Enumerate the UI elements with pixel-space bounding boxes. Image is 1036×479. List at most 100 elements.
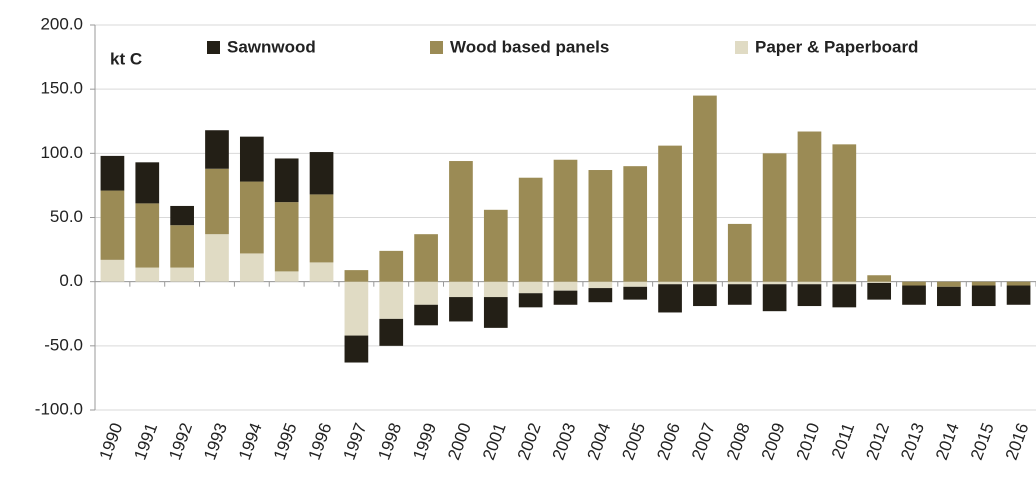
x-tick-label: 2004 [584,420,615,462]
bar-segment [518,281,543,294]
x-tick-label: 2011 [828,420,858,461]
bar-segment [1006,281,1031,286]
bar-segment [379,250,404,282]
legend-label: Paper & Paperboard [755,37,918,56]
bar-segment [344,281,369,336]
bar-segment [414,281,438,305]
bar-segment [449,161,473,282]
bar-segment [274,158,299,203]
y-tick-label: -100.0 [35,399,83,418]
bar-segment [971,281,996,286]
bar-segment [623,286,648,300]
bar-segment [414,304,438,326]
x-tick-label: 2014 [932,420,963,462]
bar-segment [414,234,438,282]
bar-segment [344,335,369,363]
bar-segment [483,209,508,282]
legend-swatch [430,41,443,54]
bar-segment [449,297,473,322]
x-tick-label: 2008 [723,420,754,462]
bar-segment [135,162,160,204]
bar-segment [832,144,857,282]
bar-segment [588,288,613,303]
y-tick-label: 200.0 [40,14,83,33]
legend-label: Wood based panels [450,37,609,56]
bar-segment [832,281,857,285]
y-tick-label: 0.0 [59,271,83,290]
x-tick-label: 2015 [967,420,998,462]
bar-segment [1006,285,1031,305]
bar-segment [971,285,996,307]
bar-segment [797,284,822,307]
bar-segment [239,136,264,182]
bar-segment [937,281,961,287]
x-tick-label: 1990 [96,420,127,462]
bar-segment [205,130,229,169]
x-tick-label: 1998 [374,420,405,462]
bar-segment [135,203,160,268]
bar-segment [762,153,787,282]
bar-segment [553,159,578,282]
bar-segment [762,284,787,312]
bar-segment [309,262,334,282]
x-tick-label: 2009 [758,420,789,462]
bar-segment [309,152,334,195]
bar-segment [693,281,717,285]
x-tick-label: 2016 [1002,420,1033,462]
x-tick-label: 2013 [897,420,928,462]
bar-segment [518,177,543,282]
x-tick-label: 2002 [514,420,545,462]
bar-segment [588,281,613,289]
bar-segment [797,131,822,282]
bar-segment [239,253,264,282]
bar-segment [658,145,682,282]
bar-segment [100,190,125,260]
bar-segment [449,281,473,298]
x-tick-label: 1994 [235,420,266,462]
bar-segment [658,284,682,313]
bar-segment [867,282,892,300]
bar-segment [170,267,194,282]
bar-segment [518,293,543,308]
x-tick-label: 1999 [409,420,440,462]
bar-segment [170,205,194,226]
bar-segment [239,181,264,254]
y-tick-label: -50.0 [44,335,83,354]
bar-segment [379,318,404,346]
bar-segment [274,202,299,272]
bar-segment [100,259,125,282]
x-tick-label: 2007 [688,420,719,462]
x-tick-label: 2012 [862,420,893,462]
bar-segment [274,271,299,282]
unit-annotation: kt C [110,49,142,68]
bar-segment [762,281,787,285]
bar-segment [693,95,717,282]
bar-segment [727,223,752,282]
y-tick-label: 150.0 [40,79,83,98]
x-tick-label: 1992 [165,420,196,462]
x-tick-label: 1991 [130,420,161,462]
bar-segment [379,281,404,319]
x-tick-label: 2001 [479,420,510,462]
bar-segment [309,194,334,263]
y-tick-label: 50.0 [50,207,83,226]
bar-segment [588,170,613,282]
bar-segment [937,286,961,307]
bar-segment [205,234,229,282]
bar-segment [483,281,508,298]
bar-segment [727,284,752,305]
bar-segment [623,281,648,287]
bar-segment [170,225,194,268]
bar-segment [344,270,369,282]
legend-swatch [207,41,220,54]
bar-segment [693,284,717,307]
bar-segment [205,168,229,235]
bar-segment [553,290,578,305]
bar-segment [867,275,892,282]
bar-segment [100,155,125,191]
legend-label: Sawnwood [227,37,316,56]
bar-segment [135,267,160,282]
y-tick-label: 100.0 [40,143,83,162]
x-tick-label: 1993 [200,420,231,462]
